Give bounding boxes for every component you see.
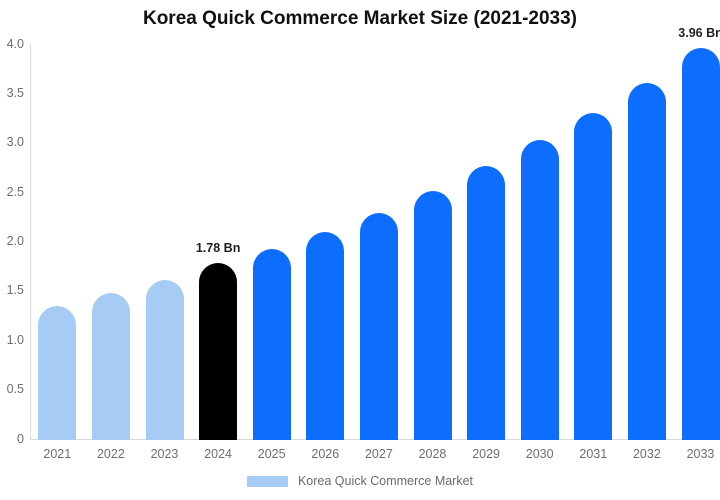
x-tick-label: 2029 [472, 447, 500, 461]
y-tick-label: 2.5 [6, 184, 24, 199]
bar-2030 [520, 139, 559, 440]
bar-2032 [627, 82, 666, 440]
x-tick-label: 2027 [364, 447, 393, 461]
legend-label: Korea Quick Commerce Market [297, 474, 474, 488]
y-tick-label: 0 [17, 431, 24, 446]
bar-2027 [359, 212, 398, 440]
chart-title: Korea Quick Commerce Market Size (2021-2… [142, 8, 578, 29]
bar-value-label: 3.96 Bn [678, 25, 720, 40]
x-tick-label: 2024 [204, 447, 232, 461]
bar-2022 [91, 292, 130, 440]
bar-2023 [145, 280, 184, 440]
bar-2026 [306, 231, 345, 440]
x-tick-label: 2028 [418, 447, 447, 461]
bar-2028 [413, 191, 452, 440]
bar-2024 [199, 263, 238, 440]
y-axis-line [30, 44, 31, 440]
y-tick-label: 1.0 [6, 332, 24, 347]
legend-swatch [246, 475, 288, 487]
x-tick-label: 2033 [686, 447, 715, 461]
x-tick-label: 2031 [579, 447, 608, 461]
bar-value-label: 1.78 Bn [195, 241, 241, 256]
y-tick-label: 3.5 [6, 85, 24, 100]
x-tick-label: 2032 [632, 447, 661, 461]
x-tick-label: 2030 [525, 447, 554, 461]
bar-2025 [252, 249, 291, 440]
y-tick-label: 0.5 [6, 382, 24, 397]
y-tick-label: 1.5 [6, 283, 24, 298]
x-tick-label: 2022 [96, 447, 125, 461]
bar-2029 [467, 166, 506, 440]
bar-2031 [574, 113, 613, 440]
bar-2033 [681, 47, 720, 440]
x-tick-label: 2021 [43, 447, 72, 461]
y-tick-label: 3.0 [6, 135, 24, 150]
y-tick-label: 2.0 [6, 234, 24, 248]
bar-2021 [38, 305, 77, 440]
x-tick-label: 2025 [257, 447, 286, 461]
y-tick-label: 4.0 [6, 36, 24, 51]
x-tick-label: 2023 [150, 447, 179, 461]
legend: Korea Quick Commerce Market [0, 474, 720, 488]
x-tick-label: 2026 [311, 447, 340, 461]
